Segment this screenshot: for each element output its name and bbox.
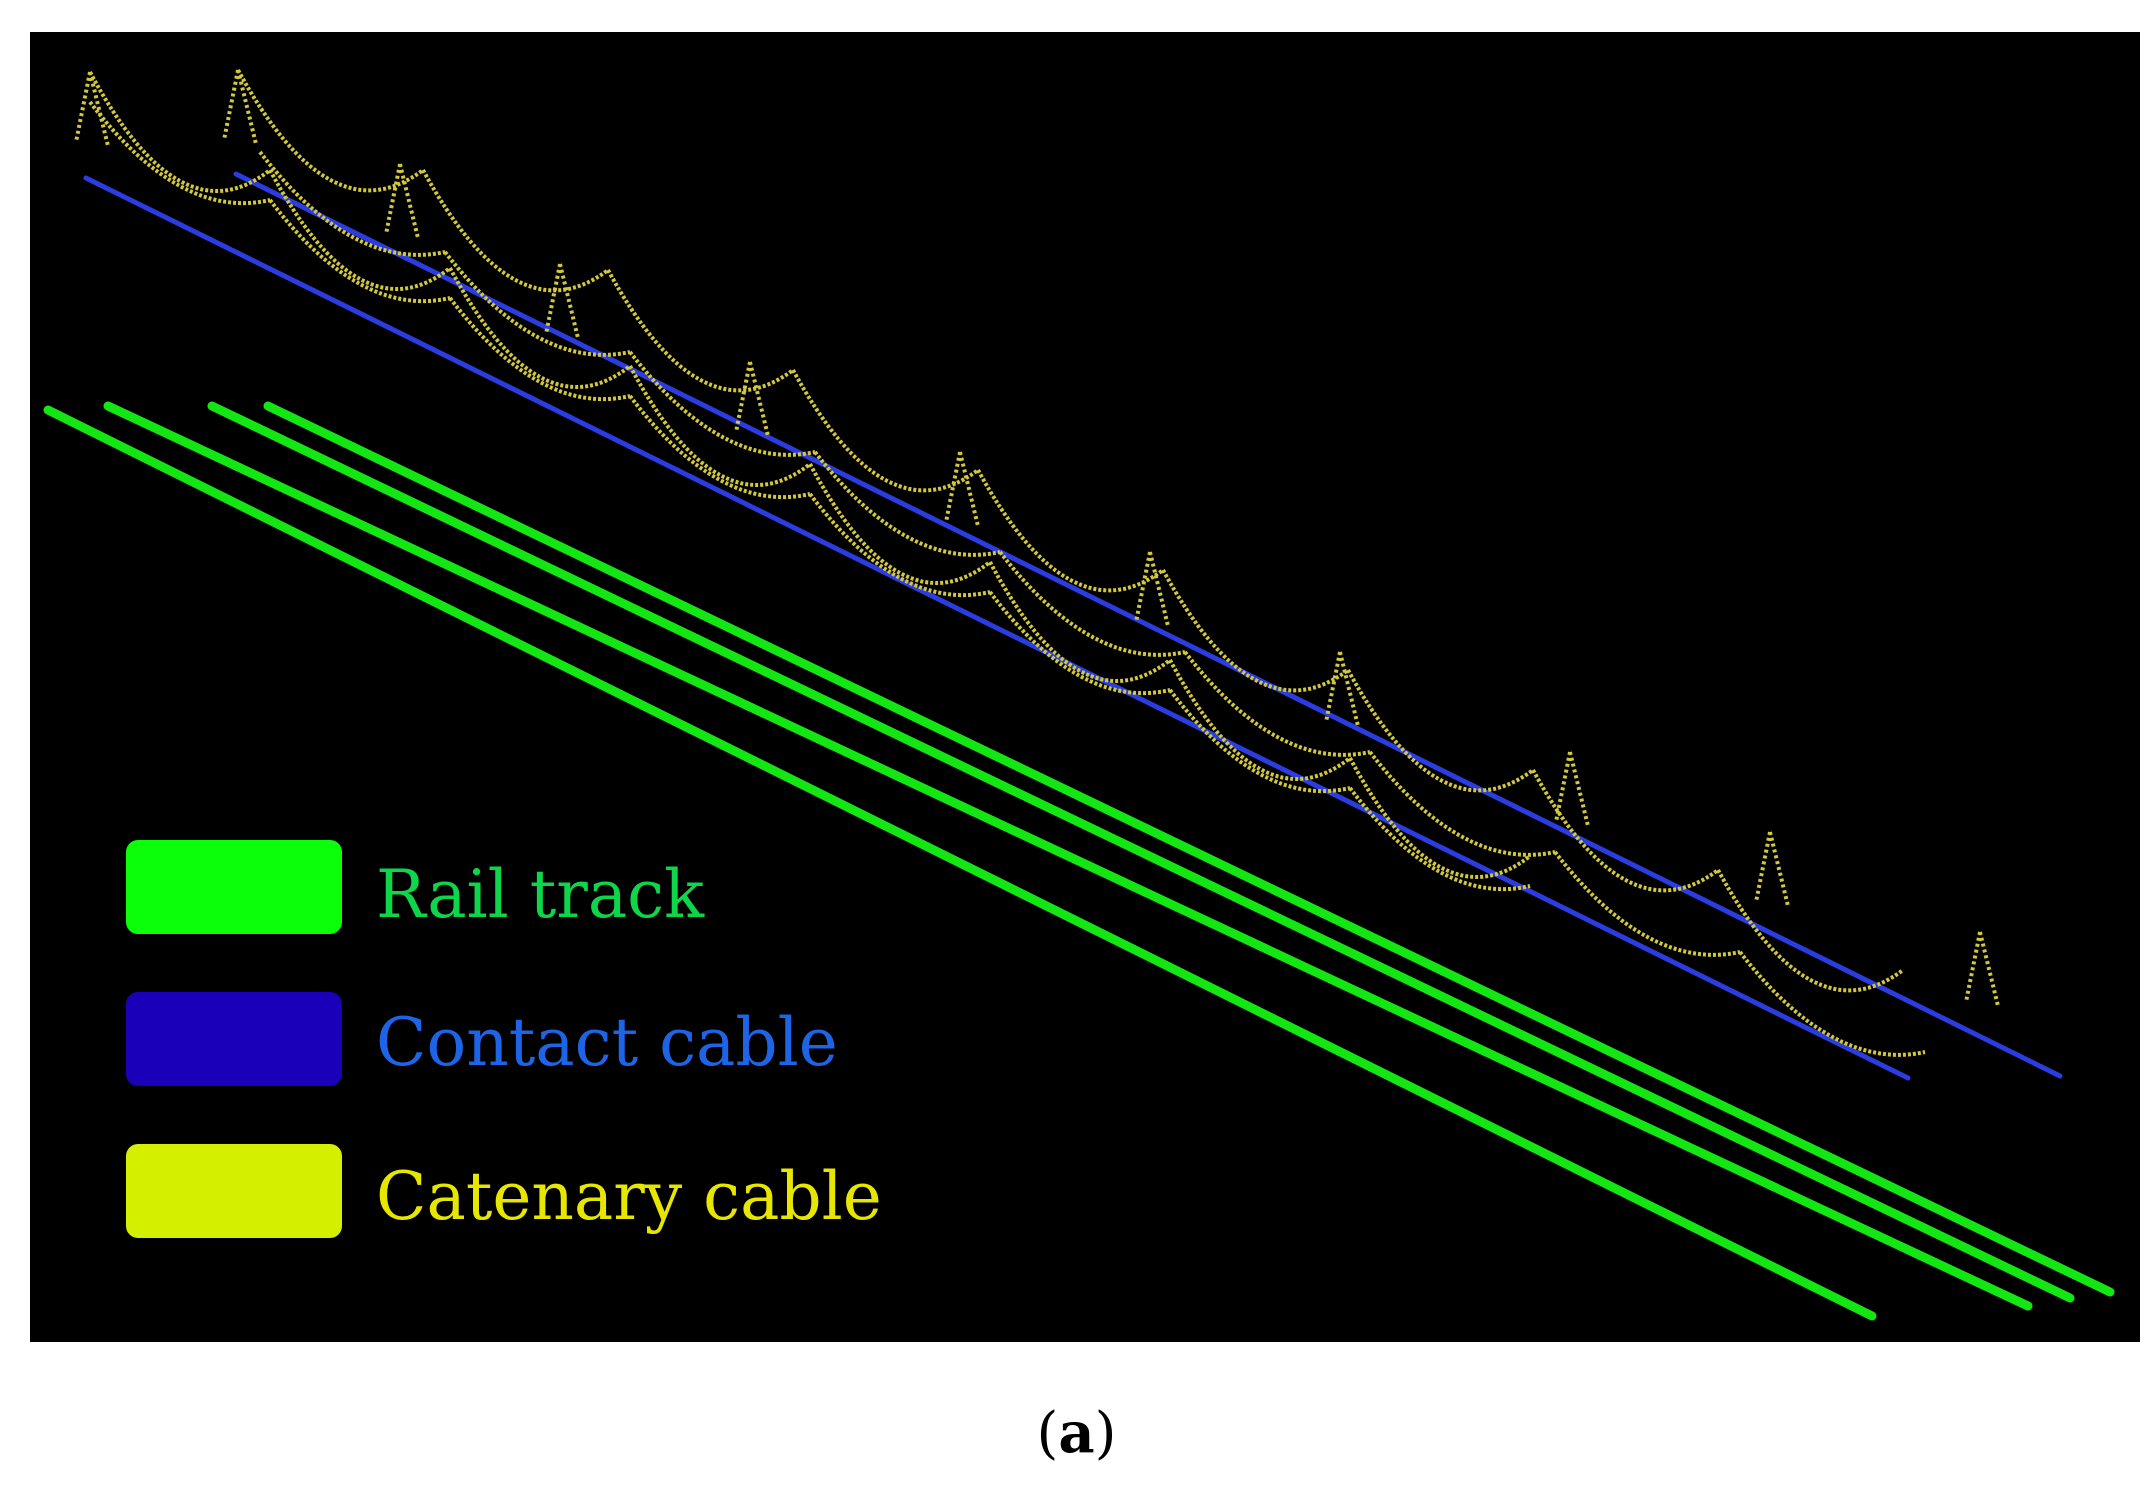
catenary-mast-11 bbox=[1964, 931, 2000, 1007]
catenary-mast-8 bbox=[1324, 651, 1360, 727]
contact-cable-line-1 bbox=[83, 175, 1911, 1081]
rail-line-1 bbox=[43, 405, 1877, 1321]
figure-caption: (a) bbox=[0, 1400, 2153, 1466]
catenary-mast-5 bbox=[734, 361, 770, 437]
catenary-mast-4 bbox=[544, 263, 580, 339]
catenary-mast-9 bbox=[1554, 751, 1590, 827]
catenary-arc-series-4 bbox=[258, 150, 1926, 1057]
caption-close-paren: ) bbox=[1094, 1401, 1117, 1466]
rail-track-lines bbox=[43, 401, 2115, 1321]
catenary-arc-series-1 bbox=[88, 71, 1532, 879]
legend-label-contact-cable: Contact cable bbox=[376, 1004, 838, 1081]
catenary-mast-7 bbox=[1134, 551, 1170, 627]
point-cloud-scene: Rail track Contact cable Catenary cable bbox=[30, 32, 2140, 1342]
point-cloud-canvas bbox=[43, 69, 2115, 1321]
catenary-mast-6 bbox=[944, 451, 980, 527]
rail-line-3 bbox=[207, 401, 2075, 1303]
catenary-arc-series-2 bbox=[236, 69, 1905, 993]
rail-line-2 bbox=[103, 401, 2033, 1311]
rail-line-4 bbox=[263, 401, 2115, 1297]
catenary-mast-3 bbox=[384, 163, 420, 239]
contact-cable-line-2 bbox=[233, 171, 2063, 1079]
catenary-mast-1 bbox=[74, 71, 110, 147]
catenary-cable-arcs bbox=[74, 69, 2000, 1057]
catenary-mast-2 bbox=[222, 69, 258, 145]
legend-label-rail-track: Rail track bbox=[376, 856, 705, 933]
contact-cable-lines bbox=[83, 171, 2063, 1081]
legend-label-catenary-cable: Catenary cable bbox=[376, 1158, 882, 1235]
legend-swatch-rail-track bbox=[126, 840, 342, 934]
legend-swatch-contact-cable bbox=[126, 992, 342, 1086]
caption-letter: a bbox=[1058, 1400, 1095, 1466]
legend-swatch-catenary-cable bbox=[126, 1144, 342, 1238]
caption-open-paren: ( bbox=[1036, 1401, 1059, 1466]
catenary-mast-10 bbox=[1754, 831, 1790, 907]
